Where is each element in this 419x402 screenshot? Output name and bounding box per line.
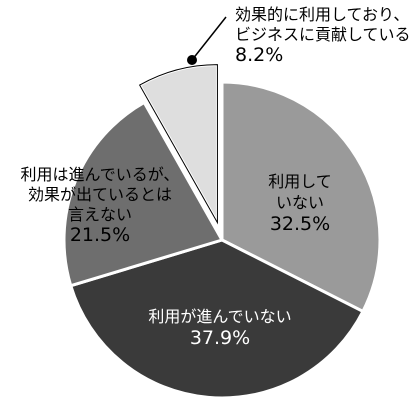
slice-label-3-line-1: ビジネスに貢献している <box>235 25 411 44</box>
slice-percent-3: 8.2% <box>235 44 283 66</box>
slice-label-2-line-0: 利用は進んでいるが、 <box>21 165 180 184</box>
slice-label-3-line-0: 効果的に利用しており、 <box>235 5 409 24</box>
pie-slice-2 <box>62 100 225 288</box>
slice-percent-1: 37.9% <box>190 327 250 349</box>
pie-slice-outline-3 <box>138 64 218 225</box>
slice-label-0-line-1: いない <box>276 193 324 212</box>
slice-percent-2: 21.5% <box>70 224 130 246</box>
slice-label-2-line-2: 言えない <box>68 205 132 224</box>
slice-percent-0: 32.5% <box>270 213 330 235</box>
pie-slice-1 <box>68 238 365 400</box>
slice-label-1-line-0: 利用が進んでいない <box>148 307 291 326</box>
pie-slice-0 <box>220 80 382 314</box>
leader-line <box>191 16 227 61</box>
slices-layer <box>62 63 382 400</box>
slice-label-0-line-0: 利用して <box>268 172 332 191</box>
slice-label-2-line-1: 効果が出ているとは <box>28 185 172 204</box>
